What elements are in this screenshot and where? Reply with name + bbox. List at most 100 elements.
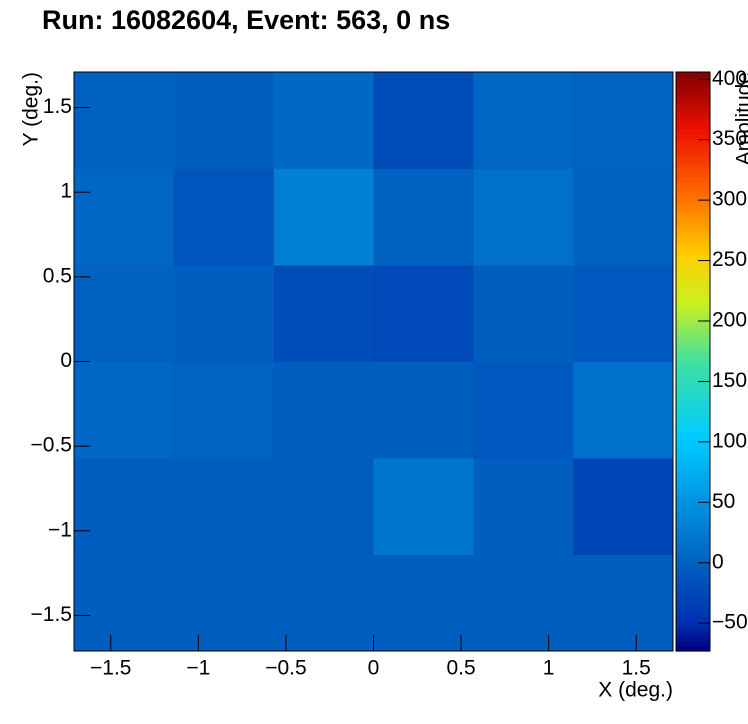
heatmap-cell <box>273 265 374 362</box>
heatmap-cell <box>373 458 474 555</box>
colorbar-segment <box>676 496 710 503</box>
colorbar-segment <box>676 467 710 474</box>
colorbar-segment <box>676 477 710 483</box>
heatmap-cell <box>373 554 474 652</box>
z-tick-label: 300 <box>712 188 747 211</box>
z-tick-label: 200 <box>712 309 747 332</box>
colorbar-segment <box>676 120 710 126</box>
colorbar-segment <box>676 216 710 223</box>
colorbar-segment <box>676 318 710 324</box>
heatmap-cell <box>473 72 574 169</box>
colorbar-segment <box>676 385 710 392</box>
colorbar-segment <box>676 158 710 165</box>
z-tick-label: 400 <box>712 67 747 90</box>
colorbar-segment <box>676 100 710 107</box>
colorbar-segment <box>676 110 710 117</box>
colorbar-segment <box>676 554 710 560</box>
colorbar-segment <box>676 380 710 387</box>
y-tick-label: 0.5 <box>43 264 72 287</box>
heatmap-cell <box>473 554 574 652</box>
heatmap-cell <box>273 168 374 266</box>
heatmap-cell <box>273 361 374 459</box>
colorbar-segment <box>676 448 710 454</box>
colorbar-segment <box>676 409 710 416</box>
colorbar-segment <box>676 462 710 469</box>
colorbar-segment <box>676 236 710 242</box>
colorbar-segment <box>676 438 710 445</box>
colorbar-segment <box>676 375 710 382</box>
heatmap-cell <box>473 265 574 362</box>
colorbar-segment <box>676 578 710 585</box>
colorbar-segment <box>676 626 710 633</box>
x-tick-label: 1 <box>543 657 555 680</box>
colorbar-segment <box>676 72 710 78</box>
heatmap-cell <box>273 458 374 555</box>
colorbar-segment <box>676 211 710 218</box>
colorbar-segment <box>676 602 710 609</box>
colorbar-segment <box>676 76 710 83</box>
heatmap-cell <box>473 168 574 266</box>
heatmap-cell <box>573 361 674 459</box>
colorbar-segment <box>676 535 710 541</box>
colorbar-segment <box>676 361 710 367</box>
heatmap-cell <box>373 168 474 266</box>
colorbar-segment <box>676 356 710 363</box>
colorbar-segment <box>676 607 710 613</box>
colorbar-segment <box>676 540 710 546</box>
heatmap-cell <box>74 72 175 169</box>
heatmap-cell <box>74 554 175 652</box>
colorbar-segment <box>676 322 710 329</box>
x-tick-label: 1.5 <box>622 657 651 680</box>
heatmap-cell <box>173 361 275 459</box>
y-tick-label: −1 <box>48 518 72 541</box>
heatmap-cell <box>173 458 275 555</box>
colorbar-segment <box>676 125 710 131</box>
colorbar-segment <box>676 641 710 647</box>
colorbar-segment <box>676 612 710 618</box>
colorbar-segment <box>676 342 710 348</box>
colorbar-segment <box>676 515 710 522</box>
colorbar-segment <box>676 501 710 507</box>
colorbar-segment <box>676 549 710 556</box>
y-tick-label: −1.5 <box>31 603 72 626</box>
heatmap-cell <box>373 361 474 459</box>
colorbar-segment <box>676 419 710 425</box>
colorbar-segment <box>676 646 710 652</box>
heatmap-cell <box>173 72 275 169</box>
x-tick-label: −0.5 <box>265 657 306 680</box>
colorbar-segment <box>676 105 710 112</box>
heatmap-cell <box>473 361 574 459</box>
heatmap-cell <box>74 458 175 555</box>
colorbar-segment <box>676 265 710 271</box>
colorbar-segment <box>676 274 710 281</box>
colorbar-segment <box>676 332 710 338</box>
colorbar-segment <box>676 568 710 575</box>
colorbar-segment <box>676 458 710 464</box>
colorbar-segment <box>676 289 710 295</box>
z-tick-label: 150 <box>712 369 747 392</box>
colorbar-segment <box>676 240 710 247</box>
colorbar-segment <box>676 231 710 237</box>
colorbar-segment <box>676 115 710 121</box>
x-tick-label: 0.5 <box>446 657 475 680</box>
heatmap-cell <box>173 554 275 652</box>
colorbar-segment <box>676 293 710 300</box>
y-tick-label: 0 <box>60 349 72 372</box>
colorbar-segment <box>676 395 710 401</box>
colorbar-segment <box>676 559 710 565</box>
colorbar-segment <box>676 303 710 310</box>
colorbar-segment <box>676 163 710 170</box>
colorbar-segment <box>676 86 710 92</box>
heatmap-cell <box>573 72 674 169</box>
colorbar-segment <box>676 593 710 599</box>
heatmap-cell <box>74 361 175 459</box>
z-tick-label: 100 <box>712 429 747 452</box>
heatmap-cell <box>74 168 175 266</box>
colorbar-segment <box>676 597 710 604</box>
y-axis-label: Y (deg.) <box>20 72 43 146</box>
colorbar-segment <box>676 583 710 589</box>
colorbar-segment <box>676 588 710 594</box>
colorbar-segment <box>676 366 710 372</box>
colorbar-segment <box>676 429 710 435</box>
